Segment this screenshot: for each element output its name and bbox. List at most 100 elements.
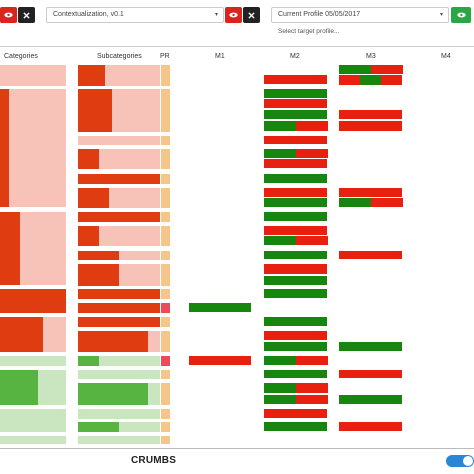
m2-cell[interactable] [264, 226, 327, 235]
m2-cell[interactable] [264, 89, 327, 98]
subcategory-cell[interactable] [78, 251, 160, 260]
eye-icon [456, 12, 466, 18]
column-header-subcategories: Subcategories [97, 53, 142, 60]
pr-cell[interactable] [161, 65, 170, 86]
m3-cell[interactable] [339, 110, 402, 119]
m2-cell[interactable] [296, 121, 328, 131]
m3-cell[interactable] [381, 75, 402, 85]
pr-cell[interactable] [161, 436, 170, 444]
pr-cell[interactable] [161, 331, 170, 352]
pr-cell[interactable] [161, 136, 170, 145]
eye-icon [4, 12, 13, 18]
profile-select[interactable]: Current Profile 05/05/2017 ▾ [271, 7, 449, 23]
category-cell[interactable] [0, 436, 66, 444]
category-cell-fill [0, 89, 9, 207]
m2-cell[interactable] [296, 395, 328, 404]
m2-cell[interactable] [264, 356, 296, 365]
pr-cell[interactable] [161, 422, 170, 432]
column-header-pr: PR [160, 53, 170, 60]
m2-cell[interactable] [264, 383, 296, 393]
m2-cell[interactable] [264, 212, 327, 221]
m2-cell[interactable] [264, 136, 327, 144]
pr-cell[interactable] [161, 251, 170, 260]
m2-cell[interactable] [264, 75, 327, 84]
m2-cell[interactable] [264, 370, 327, 378]
m3-cell[interactable] [339, 188, 402, 197]
m2-cell[interactable] [264, 149, 296, 158]
m2-cell[interactable] [264, 289, 327, 298]
pr-cell[interactable] [161, 174, 170, 184]
m3-cell[interactable] [339, 370, 402, 378]
m3-cell[interactable] [339, 198, 371, 207]
m3-cell[interactable] [339, 422, 402, 431]
m2-cell[interactable] [264, 342, 327, 351]
m2-cell[interactable] [264, 174, 327, 183]
view-toggle[interactable] [446, 455, 474, 467]
pr-cell[interactable] [161, 89, 170, 132]
m2-cell[interactable] [264, 188, 327, 197]
subcategory-cell[interactable] [78, 409, 160, 419]
subcategory-cell-fill [78, 174, 160, 184]
pr-cell[interactable] [161, 212, 170, 222]
view-button-right[interactable] [451, 7, 471, 23]
pr-cell[interactable] [161, 383, 170, 405]
m2-cell[interactable] [264, 395, 296, 404]
m2-cell[interactable] [296, 356, 328, 365]
m2-cell[interactable] [264, 331, 327, 340]
m3-cell[interactable] [339, 65, 371, 74]
m2-cell[interactable] [264, 110, 327, 119]
subcategory-cell[interactable] [78, 370, 160, 379]
view-button-left[interactable] [0, 7, 17, 23]
pr-cell[interactable] [161, 289, 170, 299]
m3-cell[interactable] [339, 342, 402, 351]
m2-cell[interactable] [264, 99, 327, 108]
subcategory-cell[interactable] [78, 436, 160, 444]
m2-cell[interactable] [296, 383, 328, 393]
close-button-middle[interactable] [243, 7, 260, 23]
subcategory-cell[interactable] [78, 356, 160, 366]
m2-cell[interactable] [264, 422, 327, 431]
m2-cell[interactable] [264, 264, 327, 274]
m2-cell[interactable] [264, 236, 296, 245]
subcategory-cell-fill [78, 422, 119, 432]
pr-cell[interactable] [161, 317, 170, 327]
m2-cell[interactable] [264, 159, 327, 168]
m1-cell[interactable] [189, 303, 251, 312]
m2-cell[interactable] [264, 198, 327, 207]
m2-cell[interactable] [264, 276, 327, 285]
subcategory-cell[interactable] [78, 136, 160, 145]
m2-cell[interactable] [264, 251, 327, 259]
m3-cell[interactable] [339, 121, 402, 131]
category-cell[interactable] [0, 409, 66, 432]
m2-cell[interactable] [264, 121, 296, 131]
view-button-middle[interactable] [225, 7, 242, 23]
pr-cell[interactable] [161, 370, 170, 379]
m3-cell[interactable] [339, 251, 402, 259]
m3-cell[interactable] [339, 75, 360, 85]
subcategory-cell[interactable] [78, 422, 160, 432]
subcategory-cell-fill [78, 317, 160, 327]
m1-cell[interactable] [189, 356, 251, 365]
m3-cell[interactable] [371, 65, 403, 74]
pr-cell[interactable] [161, 149, 170, 169]
m2-cell[interactable] [264, 317, 327, 326]
pr-cell[interactable] [161, 264, 170, 286]
m3-cell[interactable] [339, 395, 402, 404]
category-cell[interactable] [0, 356, 66, 366]
m3-cell[interactable] [371, 198, 403, 207]
category-cell[interactable] [0, 89, 66, 207]
m2-cell[interactable] [296, 149, 328, 158]
m3-cell[interactable] [360, 75, 381, 85]
pr-cell[interactable] [161, 356, 170, 366]
m2-cell[interactable] [264, 409, 327, 418]
category-cell[interactable] [0, 65, 66, 86]
context-select[interactable]: Contextualization, v0.1 ▾ [46, 7, 224, 23]
pr-cell[interactable] [161, 188, 170, 208]
pr-cell[interactable] [161, 303, 170, 313]
target-profile-hint[interactable]: Select target profile... [278, 28, 340, 35]
subcategory-cell-fill [78, 212, 160, 222]
close-button-left[interactable] [18, 7, 35, 23]
pr-cell[interactable] [161, 409, 170, 419]
m2-cell[interactable] [296, 236, 328, 245]
pr-cell[interactable] [161, 226, 170, 246]
